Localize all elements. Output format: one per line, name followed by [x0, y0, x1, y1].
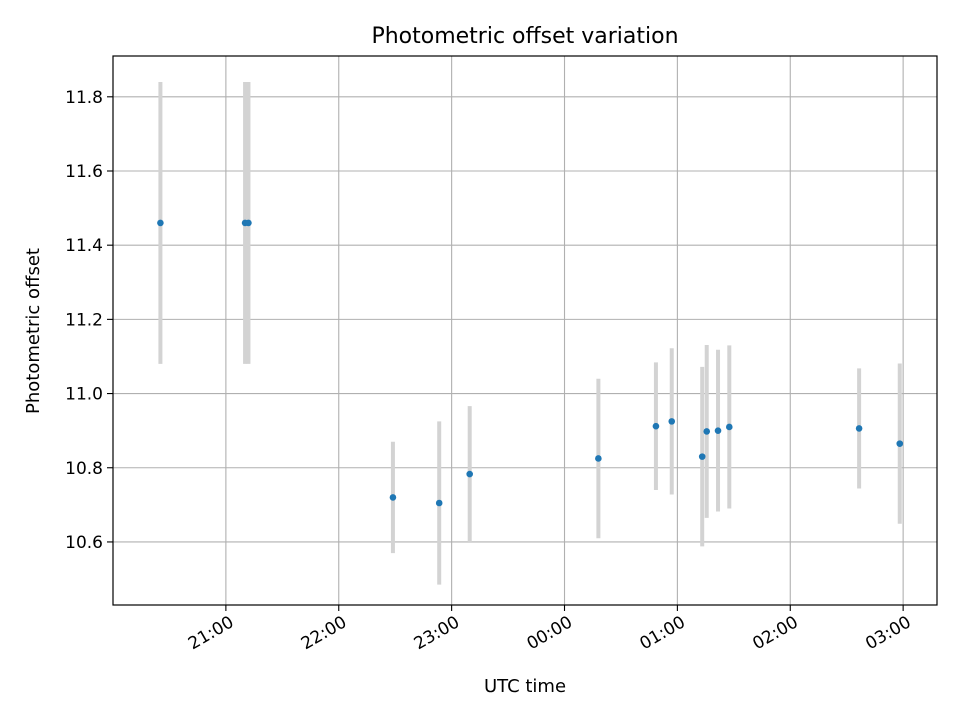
data-point	[896, 440, 904, 447]
x-tick-label: 01:00	[636, 612, 688, 654]
y-axis-ticks: 10.6 10.8 11.0 11.2 11.4 11.6 11.8	[65, 88, 113, 553]
y-tick-label: 11.4	[65, 236, 103, 256]
data-point	[157, 219, 164, 227]
y-tick-label: 11.8	[65, 88, 103, 108]
data-point	[703, 428, 711, 435]
x-axis-ticks: 21:00 22:00 23:00 00:00 01:00 02:00 03:00	[185, 605, 915, 654]
x-tick-label: 21:00	[185, 612, 237, 654]
data-point	[855, 425, 863, 432]
chart-title: Photometric offset variation	[371, 24, 678, 49]
y-tick-label: 10.8	[65, 459, 103, 479]
data-point	[726, 423, 733, 431]
data-point	[595, 455, 602, 462]
x-axis-label: UTC time	[484, 676, 566, 697]
data-point	[652, 422, 660, 430]
data-point	[466, 470, 473, 478]
error-bars	[158, 81, 902, 585]
y-tick-label: 11.2	[65, 310, 103, 330]
data-point	[698, 453, 706, 460]
grid-lines	[113, 56, 937, 605]
data-point	[435, 499, 443, 507]
x-tick-label: 03:00	[862, 612, 914, 654]
y-tick-label: 11.0	[65, 385, 103, 405]
plot-frame	[112, 55, 938, 606]
x-tick-label: 23:00	[411, 612, 463, 654]
y-tick-label: 11.6	[65, 162, 103, 182]
x-tick-label: 22:00	[298, 612, 350, 654]
x-tick-label: 00:00	[524, 612, 576, 654]
y-axis-label: Photometric offset	[23, 248, 44, 414]
data-point	[389, 494, 397, 501]
data-point	[245, 219, 252, 227]
data-point	[714, 427, 722, 434]
data-points	[157, 219, 904, 507]
y-tick-label: 10.6	[65, 533, 103, 553]
x-tick-label: 02:00	[749, 612, 801, 654]
data-point	[668, 418, 676, 425]
